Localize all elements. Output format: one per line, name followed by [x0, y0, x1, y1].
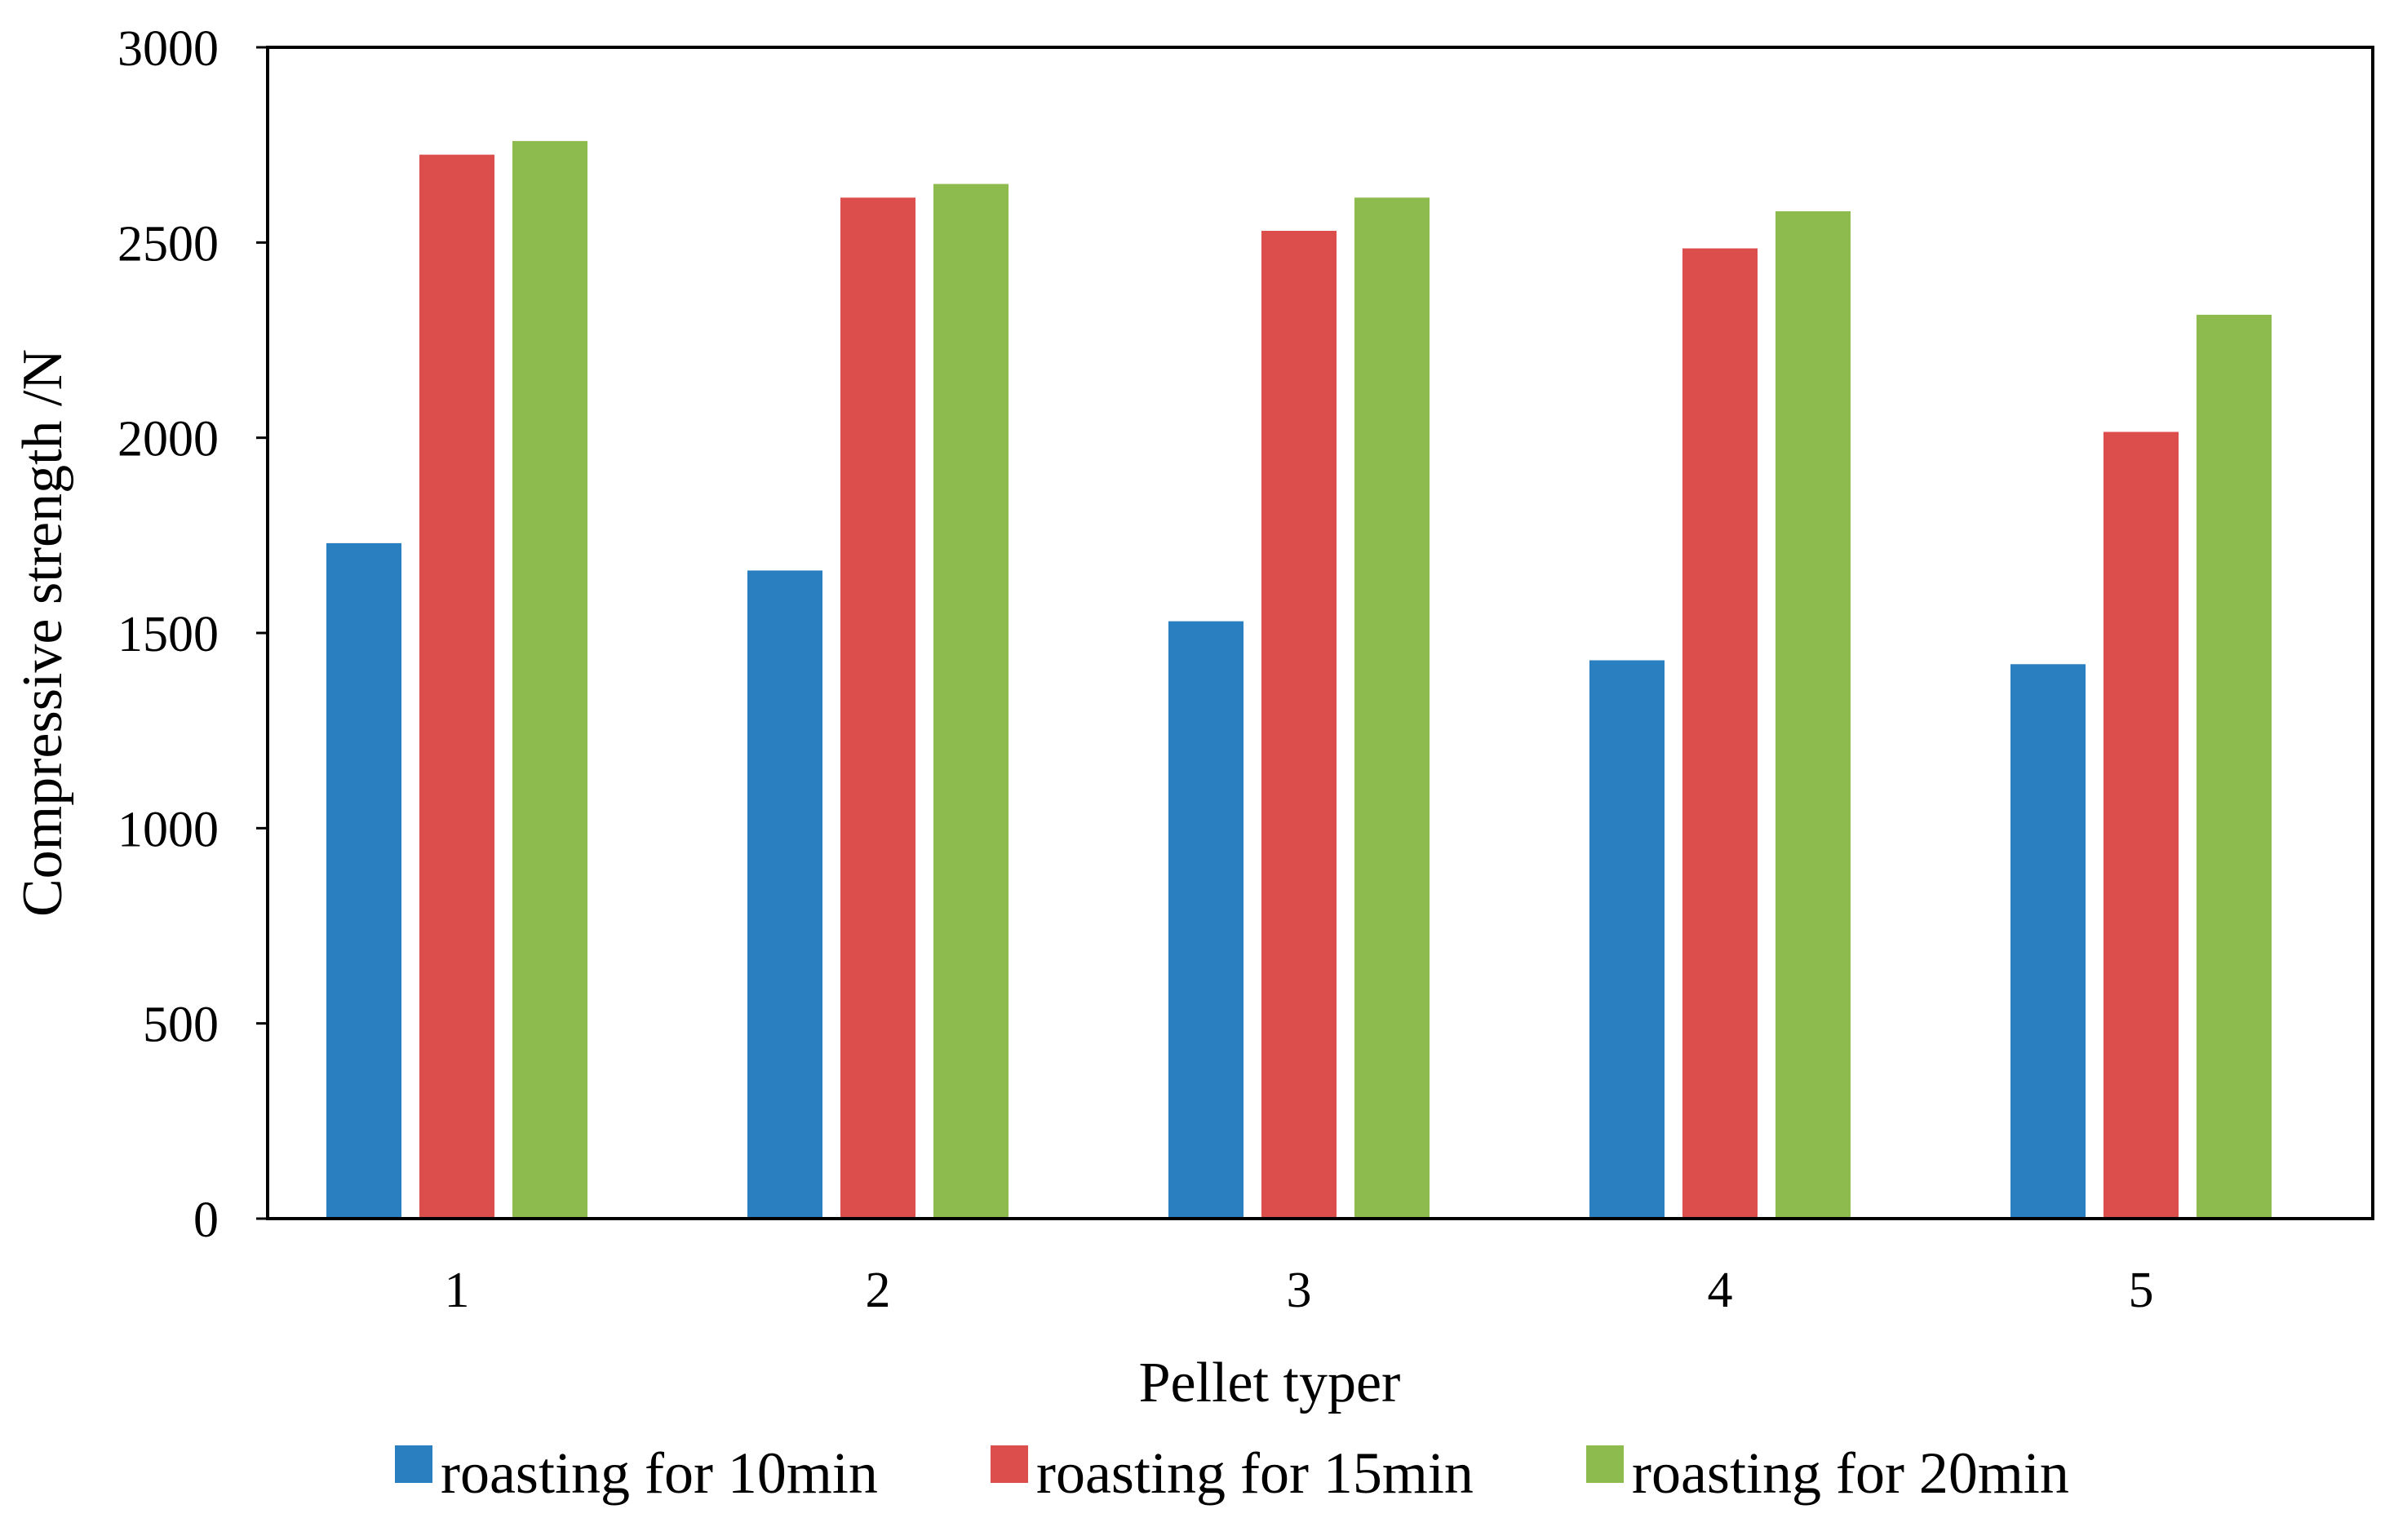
legend-swatch	[1586, 1445, 1624, 1483]
x-axis-title: Pellet typer	[1139, 1352, 1401, 1414]
bars-layer	[326, 140, 2272, 1219]
bar	[1261, 230, 1337, 1219]
y-axis-title: Compressive strength /N	[11, 349, 74, 917]
bar	[1354, 197, 1430, 1219]
y-tick-label: 1500	[117, 607, 219, 662]
y-tick-label: 3000	[117, 21, 219, 77]
bar	[1589, 660, 1665, 1219]
bar	[933, 184, 1009, 1219]
bar	[747, 570, 822, 1219]
y-tick-label: 2500	[117, 216, 219, 272]
bar	[1775, 211, 1851, 1219]
bar	[419, 154, 494, 1219]
legend-label: roasting for 15min	[1036, 1440, 1474, 1506]
legend-label: roasting for 10min	[441, 1440, 878, 1506]
bar	[326, 542, 401, 1219]
y-tick-label: 0	[193, 1193, 219, 1248]
legend-swatch	[991, 1445, 1028, 1483]
x-tick-label: 4	[1708, 1263, 1733, 1318]
bar	[2197, 314, 2272, 1219]
bar	[2103, 431, 2179, 1219]
bar	[1168, 621, 1243, 1219]
y-axis-ticks: 0 500 1000 1500 2000 2500 3000	[117, 21, 268, 1248]
legend: roasting for 10min roasting for 15min roas…	[395, 1440, 2069, 1506]
y-tick-label: 500	[143, 998, 219, 1053]
bar	[1682, 248, 1758, 1219]
legend-swatch	[395, 1445, 432, 1483]
y-tick-label: 1000	[117, 802, 219, 857]
bar	[2010, 664, 2086, 1219]
y-tick-label: 2000	[117, 412, 219, 467]
bar	[512, 140, 587, 1219]
x-tick-label: 1	[445, 1263, 470, 1318]
legend-label: roasting for 20min	[1632, 1440, 2069, 1506]
x-axis-ticks: 1 2 3 4 5	[445, 1263, 2154, 1318]
x-tick-label: 2	[866, 1263, 891, 1318]
x-tick-label: 5	[2129, 1263, 2154, 1318]
bar	[840, 197, 915, 1219]
x-tick-label: 3	[1287, 1263, 1312, 1318]
